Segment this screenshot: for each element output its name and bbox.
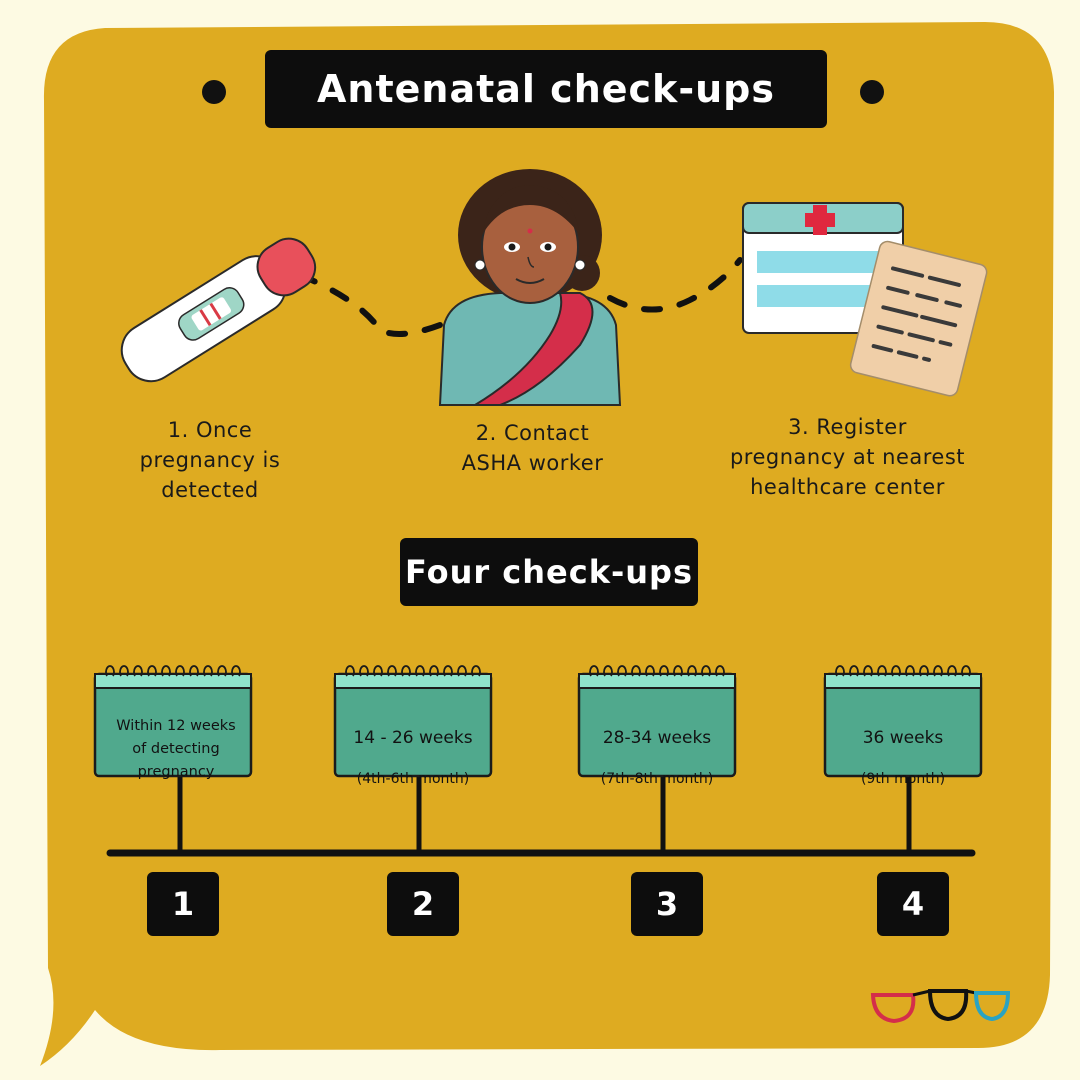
- checkup-4-timing: 36 weeks: [862, 728, 944, 748]
- checkup-1-timing: Within 12 weeks of detecting pregnancy: [116, 718, 236, 780]
- checkup-2-number: 2: [387, 872, 459, 936]
- checkup-3-months: (7th-8th month): [600, 771, 714, 787]
- calendar-card-2: [333, 665, 493, 778]
- page-title: Antenatal check-ups: [265, 50, 827, 128]
- section-title: Four check-ups: [400, 538, 698, 606]
- healthcare-register-icon: [742, 202, 988, 397]
- left-dot: [202, 80, 226, 104]
- calendar-card-3: [577, 665, 737, 778]
- calendar-card-1: [93, 665, 253, 778]
- step-1-text: 1. Once pregnancy is detected: [139, 418, 281, 502]
- glasses-logo: [870, 989, 1011, 1024]
- checkup-4-label: 36 weeks (9th month): [825, 708, 981, 809]
- checkup-3-timing: 28-34 weeks: [602, 728, 712, 748]
- checkup-3-number: 3: [631, 872, 703, 936]
- calendar-card-4: [823, 665, 983, 778]
- right-dot: [860, 80, 884, 104]
- checkup-4-months: (9th month): [860, 771, 946, 787]
- checkup-1-label: Within 12 weeks of detecting pregnancy: [98, 696, 254, 803]
- step-3-text: 3. Register pregnancy at nearest healthc…: [729, 415, 966, 499]
- checkup-1-number: 1: [147, 872, 219, 936]
- asha-worker-illustration: [438, 169, 622, 406]
- step-connector-path: [297, 257, 743, 337]
- checkup-2-label: 14 - 26 weeks (4th-6th month): [335, 708, 491, 809]
- checkup-4-number: 4: [877, 872, 949, 936]
- checkup-2-months: (4th-6th month): [356, 771, 470, 787]
- checkup-3-label: 28-34 weeks (7th-8th month): [579, 708, 735, 809]
- pregnancy-test-icon: [120, 237, 317, 383]
- checkup-2-timing: 14 - 26 weeks: [353, 728, 473, 748]
- step-2-text: 2. Contact ASHA worker: [461, 421, 604, 475]
